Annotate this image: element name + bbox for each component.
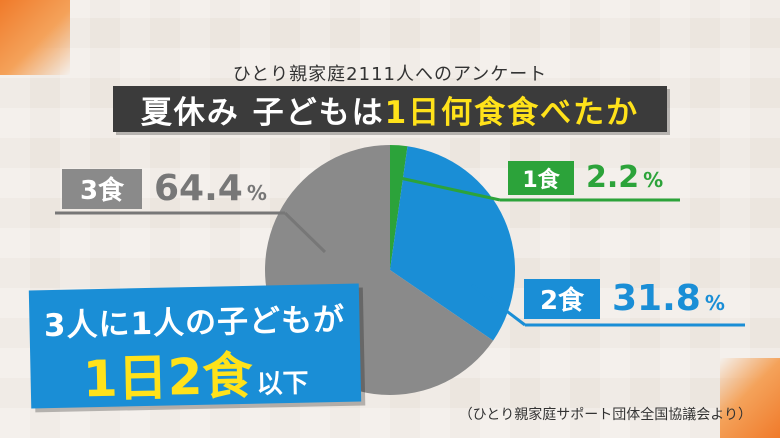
label-3-tag: 3食 bbox=[62, 168, 142, 209]
callout-suffix: 以下 bbox=[256, 368, 309, 400]
corner-decoration-bottom-right bbox=[720, 358, 780, 438]
callout-box: 3人に1人の子どもが 1日2食 以下 bbox=[28, 283, 362, 409]
label-3-value: 64.4 bbox=[154, 168, 243, 209]
label-2-percent: 31.8% bbox=[612, 278, 725, 319]
label-1-percent: 2.2% bbox=[586, 160, 663, 195]
label-3-meals: 3食 64.4% bbox=[62, 168, 267, 209]
title-part-2: 1日何食食べたか bbox=[384, 94, 640, 131]
label-1-tag: 1食 bbox=[508, 160, 574, 195]
label-1-meal: 1食 2.2% bbox=[508, 160, 663, 195]
label-1-value: 2.2 bbox=[586, 160, 640, 195]
pie-slice-1 bbox=[390, 145, 408, 270]
title-part-1: 夏休み 子どもは bbox=[140, 94, 385, 131]
callout-big-text: 1日2食 bbox=[82, 346, 254, 409]
label-2-value: 31.8 bbox=[612, 278, 701, 319]
source-note: （ひとり親家庭サポート団体全国協議会より） bbox=[458, 407, 752, 423]
label-3-percent: 64.4% bbox=[154, 168, 267, 209]
leader-line-3 bbox=[283, 211, 327, 254]
label-2-tag: 2食 bbox=[524, 278, 600, 319]
label-2-unit: % bbox=[704, 291, 725, 315]
label-2-meals: 2食 31.8% bbox=[524, 278, 725, 319]
title-banner: 夏休み 子どもは 1日何食食べたか bbox=[113, 86, 667, 132]
leader-line-1 bbox=[399, 176, 501, 202]
label-3-unit: % bbox=[246, 181, 267, 205]
leader-line-2 bbox=[471, 283, 526, 327]
callout-line-2: 1日2食 以下 bbox=[30, 334, 361, 413]
label-1-unit: % bbox=[643, 168, 664, 192]
corner-decoration-top-left bbox=[0, 0, 70, 75]
survey-subtitle: ひとり親家庭2111人へのアンケート bbox=[232, 64, 548, 85]
